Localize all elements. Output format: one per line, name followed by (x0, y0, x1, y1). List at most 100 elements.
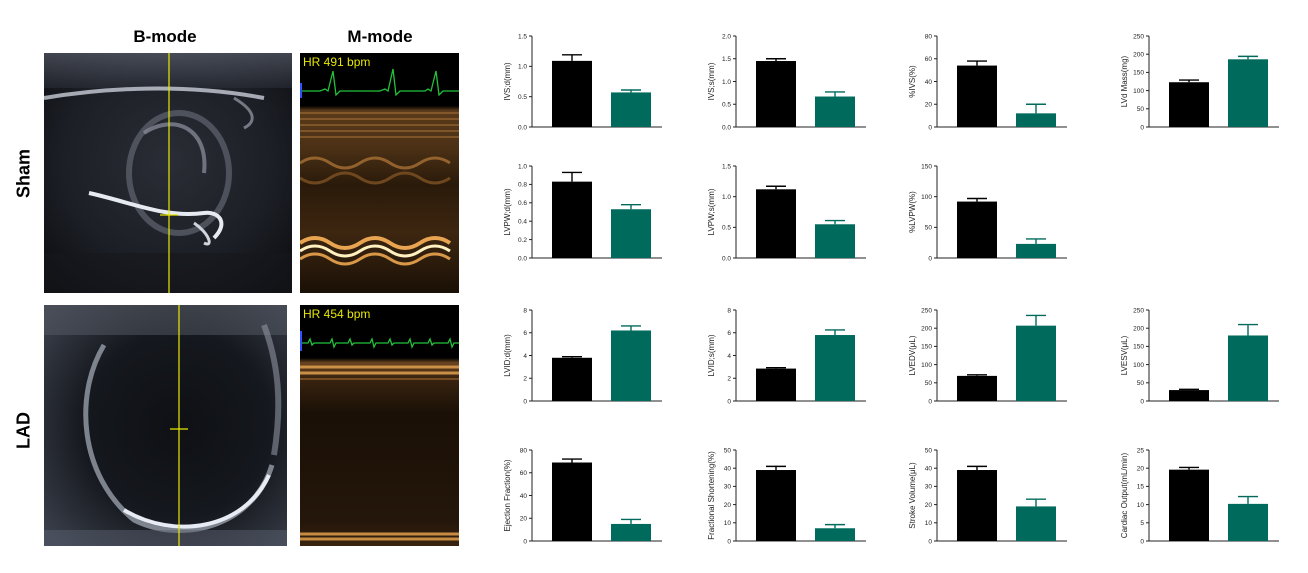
bar-lad (815, 335, 855, 401)
y-tick-label: 0 (1140, 398, 1144, 405)
y-tick-label: 0.4 (518, 219, 527, 226)
y-axis-label: LVPW;d(mm) (503, 188, 512, 236)
y-tick-label: 0.5 (722, 102, 731, 109)
y-tick-label: 250 (1133, 307, 1144, 314)
bar-sham (957, 375, 997, 401)
bar-lad (815, 528, 855, 541)
bar-lad (1016, 113, 1056, 127)
y-axis-label: Fractional Shortening(%) (707, 451, 716, 540)
y-tick-label: 0.5 (518, 94, 527, 101)
y-tick-label: 40 (925, 466, 933, 473)
bar-chart-15: 0 5 10 15 20 25 Cardiac Output(mL/min) (1120, 447, 1279, 545)
y-tick-label: 2 (727, 376, 731, 383)
bar-chart-13: 0 10 20 30 40 50 Fractional Shortening(%) (707, 447, 866, 545)
y-tick-label: 1.5 (518, 33, 527, 40)
bar-lad (611, 209, 651, 258)
lad-mmode-image: HR 454 bpm (300, 305, 459, 546)
y-tick-label: 0.8 (518, 182, 527, 189)
y-axis-label: Ejection Fraction(%) (503, 459, 512, 531)
bar-sham (756, 61, 796, 127)
y-axis-label: LVESV(μL) (1120, 335, 1129, 375)
y-tick-label: 0 (928, 124, 932, 131)
y-tick-label: 10 (1137, 502, 1145, 509)
bar-chart-2: 0.0 0.5 1.0 1.5 2.0 IVS;s(mm) (707, 33, 866, 131)
y-tick-label: 4 (523, 353, 527, 360)
y-tick-label: 0 (1140, 124, 1144, 131)
y-tick-label: 5 (1140, 520, 1144, 527)
mmode-header: M-mode (347, 27, 413, 46)
bar-sham (552, 181, 592, 258)
y-tick-label: 0 (928, 255, 932, 262)
y-axis-label: LVID;d(mm) (503, 334, 512, 377)
bar-sham (552, 60, 592, 127)
bar-chart-5: 0.0 0.2 0.4 0.6 0.8 1.0 LVPW;d(mm) (503, 163, 662, 262)
y-tick-label: 20 (925, 102, 933, 109)
bar-chart-6: 0.0 0.5 1.0 1.5 LVPW;s(mm) (707, 163, 866, 262)
y-tick-label: 10 (724, 520, 732, 527)
y-tick-label: 0.0 (518, 255, 527, 262)
bar-sham (1169, 82, 1209, 127)
y-tick-label: 20 (1137, 466, 1145, 473)
y-tick-label: 1.5 (722, 56, 731, 63)
bar-chart-10: 0 50 100 150 200 250 LVEDV(μL) (908, 307, 1067, 405)
y-axis-label: LVEDV(μL) (908, 335, 917, 375)
y-tick-label: 10 (925, 520, 933, 527)
y-tick-label: 40 (724, 466, 732, 473)
y-tick-label: 6 (523, 330, 527, 337)
y-tick-label: 0.0 (518, 124, 527, 131)
y-tick-label: 8 (727, 307, 731, 314)
bar-chart-4: 0 50 100 150 200 250 LVd Mass(mg) (1120, 33, 1279, 131)
bar-lad (611, 330, 651, 401)
y-tick-label: 100 (921, 362, 932, 369)
y-tick-label: 0.0 (722, 124, 731, 131)
y-tick-label: 15 (1137, 484, 1145, 491)
y-tick-label: 150 (921, 163, 932, 170)
bar-chart-14: 0 10 20 30 40 50 Stroke Volume(μL) (908, 447, 1067, 545)
y-axis-label: LVPW;s(mm) (707, 188, 716, 235)
y-tick-label: 80 (520, 447, 528, 454)
y-tick-label: 200 (921, 326, 932, 333)
y-tick-label: 2 (523, 376, 527, 383)
y-tick-label: 20 (925, 502, 933, 509)
bar-sham (756, 368, 796, 401)
bar-chart-12: 0 20 40 60 80 Ejection Fraction(%) (503, 447, 662, 545)
y-tick-label: 0.2 (518, 237, 527, 244)
bar-lad (1228, 59, 1268, 127)
sham-bmode-image (44, 53, 292, 293)
y-axis-label: Cardiac Output(mL/min) (1120, 452, 1129, 538)
y-tick-label: 1.5 (722, 163, 731, 170)
bar-lad (1016, 506, 1056, 541)
y-axis-label: Stroke Volume(μL) (908, 462, 917, 529)
y-tick-label: 100 (1133, 88, 1144, 95)
sham-mmode-image: HR 491 bpm (300, 53, 459, 293)
sham-hr-readout: HR 491 bpm (303, 55, 370, 69)
y-tick-label: 80 (925, 33, 933, 40)
y-axis-label: LVID;s(mm) (707, 334, 716, 376)
y-tick-label: 50 (724, 447, 732, 454)
bar-sham (756, 470, 796, 541)
bar-lad (1228, 335, 1268, 401)
bar-sham (1169, 390, 1209, 401)
y-tick-label: 25 (1137, 447, 1145, 454)
y-tick-label: 1.0 (722, 79, 731, 86)
y-tick-label: 0 (727, 398, 731, 405)
y-tick-label: 40 (925, 79, 933, 86)
y-tick-label: 0 (727, 538, 731, 545)
y-tick-label: 1.0 (722, 194, 731, 201)
bmode-header: B-mode (133, 27, 197, 46)
y-tick-label: 1.0 (518, 64, 527, 71)
y-axis-label: IVS;d(mm) (503, 62, 512, 101)
bar-chart-7: 0 50 100 150 %LVPW(%) (908, 163, 1067, 262)
y-tick-label: 0 (1140, 538, 1144, 545)
y-tick-label: 40 (520, 493, 528, 500)
bar-sham (957, 201, 997, 258)
y-axis-label: %IVS(%) (908, 65, 917, 98)
bar-chart-1: 0.0 0.5 1.0 1.5 IVS;d(mm) (503, 33, 662, 131)
y-tick-label: 0.0 (722, 255, 731, 262)
y-tick-label: 0 (928, 538, 932, 545)
y-tick-label: 50 (925, 447, 933, 454)
y-tick-label: 20 (520, 516, 528, 523)
y-tick-label: 0 (523, 538, 527, 545)
y-tick-label: 100 (921, 194, 932, 201)
bar-chart-11: 0 50 100 150 200 250 LVESV(μL) (1120, 307, 1279, 405)
